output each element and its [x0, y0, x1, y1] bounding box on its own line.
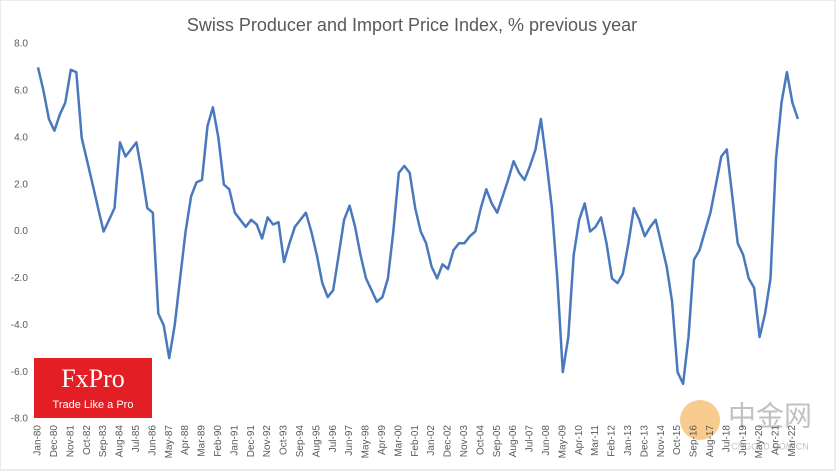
y-tick-label: -8.0: [11, 414, 29, 425]
x-tick-label: Jul-18: [721, 425, 732, 453]
x-tick-label: Dec-91: [246, 425, 257, 458]
y-tick-label: -6.0: [11, 367, 29, 378]
x-tick-label: Feb-01: [410, 425, 421, 457]
y-tick-label: -4.0: [11, 320, 29, 331]
x-tick-label: Jul-96: [328, 425, 339, 453]
x-tick-label: Dec-02: [443, 425, 454, 458]
x-tick-label: Sep-94: [295, 425, 306, 458]
x-tick-label: Aug-17: [705, 425, 716, 458]
x-tick-label: Dec-80: [49, 425, 60, 458]
x-tick-label: Jan-02: [426, 425, 437, 456]
x-tick-label: Jun-97: [344, 425, 355, 456]
x-tick-label: Apr-99: [377, 425, 388, 455]
x-tick-label: Mar-22: [787, 425, 798, 457]
y-tick-label: 6.0: [14, 86, 28, 97]
x-tick-label: Jan-13: [623, 425, 634, 456]
logo-brand: FxPro: [61, 364, 125, 393]
logo-tagline: Trade Like a Pro: [53, 399, 134, 411]
x-tick-label: Mar-11: [590, 425, 601, 456]
x-tick-label: Oct-82: [82, 425, 93, 455]
watermark-text: 中金网: [728, 400, 812, 431]
x-tick-label: Apr-21: [771, 425, 782, 455]
x-tick-label: Aug-84: [115, 425, 126, 458]
x-tick-label: May-98: [361, 425, 372, 459]
x-tick-label: Dec-13: [639, 425, 650, 458]
x-tick-label: Jun-08: [541, 425, 552, 456]
watermark-icon: [680, 400, 720, 440]
x-tick-label: Sep-83: [98, 425, 109, 458]
x-tick-label: Feb-90: [213, 425, 224, 457]
x-tick-label: Apr-88: [180, 425, 191, 455]
y-tick-label: 8.0: [14, 39, 28, 50]
y-tick-label: -2.0: [11, 273, 29, 284]
watermark-url: CNGOLD.COM.CN: [731, 441, 809, 451]
x-tick-label: Apr-10: [574, 425, 585, 455]
x-tick-label: May-87: [164, 425, 175, 459]
x-tick-label: Oct-15: [672, 425, 683, 455]
x-tick-label: Nov-14: [656, 425, 667, 458]
x-tick-label: Nov-03: [459, 425, 470, 458]
line-series: [36, 67, 800, 386]
logo-box: [34, 358, 152, 418]
x-tick-label: Jun-86: [147, 425, 158, 456]
x-tick-label: Mar-00: [393, 425, 404, 457]
x-tick-label: Jan-80: [33, 425, 44, 456]
y-tick-label: 2.0: [14, 179, 28, 190]
x-tick-label: Feb-12: [607, 425, 618, 457]
x-tick-label: Mar-89: [197, 425, 208, 457]
x-tick-label: May-20: [754, 425, 765, 459]
x-tick-label: Jul-07: [525, 425, 536, 453]
x-tick-label: Nov-81: [65, 425, 76, 458]
x-tick-label: Sep-16: [689, 425, 700, 458]
x-tick-label: Jun-19: [738, 425, 749, 456]
x-tick-label: May-09: [557, 425, 568, 459]
x-tick-label: Nov-92: [262, 425, 273, 458]
x-tick-label: Oct-04: [475, 425, 486, 455]
x-tick-label: Jan-91: [229, 425, 240, 456]
x-tick-label: Jul-85: [131, 425, 142, 453]
y-tick-label: 0.0: [14, 226, 28, 237]
x-tick-label: Oct-93: [279, 425, 290, 455]
x-tick-label: Sep-05: [492, 425, 503, 458]
x-tick-label: Aug-95: [311, 425, 322, 458]
chart-title: Swiss Producer and Import Price Index, %…: [187, 15, 637, 35]
y-tick-label: 4.0: [14, 132, 28, 143]
x-tick-label: Aug-06: [508, 425, 519, 458]
